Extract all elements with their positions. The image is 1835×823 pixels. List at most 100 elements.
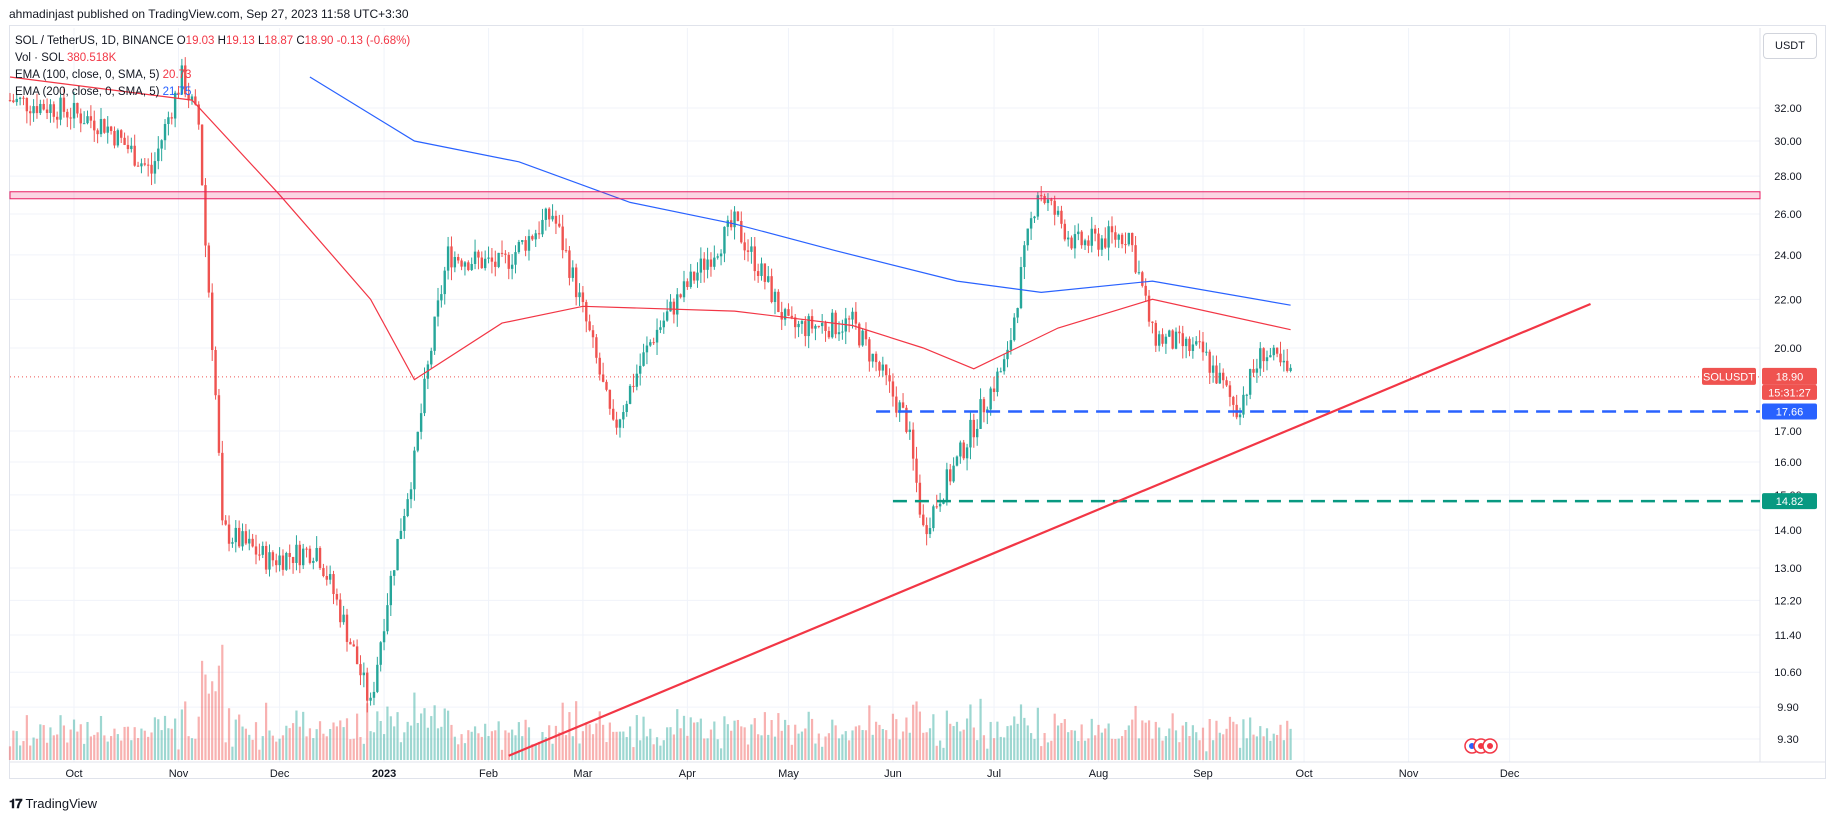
volume-bar xyxy=(1114,738,1117,760)
candle-body xyxy=(524,240,527,251)
volume-bar xyxy=(416,722,419,760)
candle-body xyxy=(109,126,113,131)
volume-bar xyxy=(706,738,709,760)
volume-bar xyxy=(591,734,595,760)
candle-body xyxy=(942,500,945,504)
tradingview-logo[interactable]: 𝟏𝟕 TradingView xyxy=(9,796,97,812)
volume-bar xyxy=(207,693,210,760)
candle-body xyxy=(1259,348,1262,369)
candle-body xyxy=(1248,369,1252,395)
volume-bar xyxy=(130,740,133,760)
candle-body xyxy=(325,575,328,580)
volume-bar xyxy=(238,714,241,760)
candle-body xyxy=(59,97,62,120)
time-axis-label: May xyxy=(778,768,799,780)
candle-body xyxy=(655,329,659,343)
candle-body xyxy=(89,116,93,121)
ema200-line[interactable] xyxy=(309,76,1291,306)
candle-body xyxy=(241,531,244,547)
volume-bar xyxy=(575,701,578,760)
candle-body xyxy=(699,258,703,273)
event-flags[interactable] xyxy=(1464,738,1498,754)
volume-bar xyxy=(329,728,332,760)
volume-bar xyxy=(211,681,214,760)
candle-body xyxy=(719,253,723,257)
volume-bar xyxy=(514,735,517,760)
volume-bar xyxy=(1013,716,1016,760)
candle-body xyxy=(554,215,558,224)
volume-bar xyxy=(874,721,878,760)
candle-body xyxy=(618,419,622,428)
volume-bar xyxy=(821,746,824,760)
volume-bar xyxy=(1131,719,1134,760)
volume-bar xyxy=(945,710,948,760)
ema100-line[interactable] xyxy=(9,76,1291,381)
volume-bar xyxy=(1077,741,1080,760)
volume-bar xyxy=(1161,740,1164,760)
legend-close: 18.90 xyxy=(304,35,334,47)
volume-bar xyxy=(157,719,160,760)
blue-level-tag-bg xyxy=(1762,403,1817,420)
legend-volume-label[interactable]: Vol · SOL xyxy=(15,52,64,64)
volume-bar xyxy=(777,713,780,760)
candle-body xyxy=(820,322,824,327)
currency-unit-button[interactable]: USDT xyxy=(1763,33,1817,59)
candle-body xyxy=(433,316,436,351)
candle-body xyxy=(810,316,814,329)
candle-body xyxy=(322,568,325,576)
volume-bar xyxy=(699,718,702,760)
volume-bar xyxy=(1030,733,1033,760)
candle-body xyxy=(1060,210,1063,224)
candle-body xyxy=(82,123,86,125)
volume-bar xyxy=(1016,723,1019,760)
candle-body xyxy=(180,65,184,95)
resistance-band[interactable] xyxy=(9,191,1761,200)
volume-bar xyxy=(979,698,982,760)
candle-body xyxy=(1053,200,1056,215)
candle-body xyxy=(163,124,167,141)
candle-body xyxy=(1063,223,1067,240)
candle-body xyxy=(170,117,173,119)
candle-body xyxy=(1134,245,1137,273)
legend-ema100-label[interactable]: EMA (100, close, 0, SMA, 5) xyxy=(15,69,160,81)
candle-body xyxy=(804,321,807,337)
price-axis-label: 17.00 xyxy=(1774,426,1802,438)
candle-body xyxy=(93,120,96,131)
volume-bar xyxy=(848,740,851,760)
volume-bar xyxy=(197,716,200,760)
volume-bar xyxy=(1181,725,1184,760)
volume-bar xyxy=(62,725,66,760)
volume-bar xyxy=(622,731,625,760)
volume-bar xyxy=(564,735,568,760)
price-axis[interactable]: 32.00 30.00 28.00 26.00 24.00 22.00 20.00 17.00… xyxy=(1774,103,1802,746)
volume-bar xyxy=(261,736,264,760)
candle-body xyxy=(794,317,797,328)
volume-bar xyxy=(103,735,106,760)
volume-bar xyxy=(757,734,760,760)
volume-bar xyxy=(1279,724,1282,760)
candle-body xyxy=(1157,334,1161,346)
price-axis-label: 13.00 xyxy=(1774,563,1802,575)
candle-body xyxy=(787,309,790,316)
volume-bar xyxy=(467,730,470,760)
volume-bar xyxy=(99,715,103,760)
volume-bar xyxy=(32,737,35,760)
candle-body xyxy=(251,538,254,547)
candle-body xyxy=(1117,234,1120,240)
candle-body xyxy=(1046,199,1050,204)
candle-body xyxy=(911,429,915,459)
volume-bar xyxy=(844,731,847,760)
trendline[interactable] xyxy=(508,302,1591,757)
candle-body xyxy=(463,262,467,267)
legend-symbol[interactable]: SOL / TetherUS, 1D, BINANCE xyxy=(15,35,174,47)
legend-ema200-label[interactable]: EMA (200, close, 0, SMA, 5) xyxy=(15,86,160,98)
candle-body xyxy=(126,144,130,150)
candle-body xyxy=(864,330,868,340)
volume-bar xyxy=(72,719,76,760)
price-axis-label: 20.00 xyxy=(1774,343,1802,355)
volume-bar xyxy=(29,745,32,760)
candle-body xyxy=(1097,233,1100,250)
candle-body xyxy=(1228,385,1232,397)
candle-body xyxy=(1009,340,1013,350)
